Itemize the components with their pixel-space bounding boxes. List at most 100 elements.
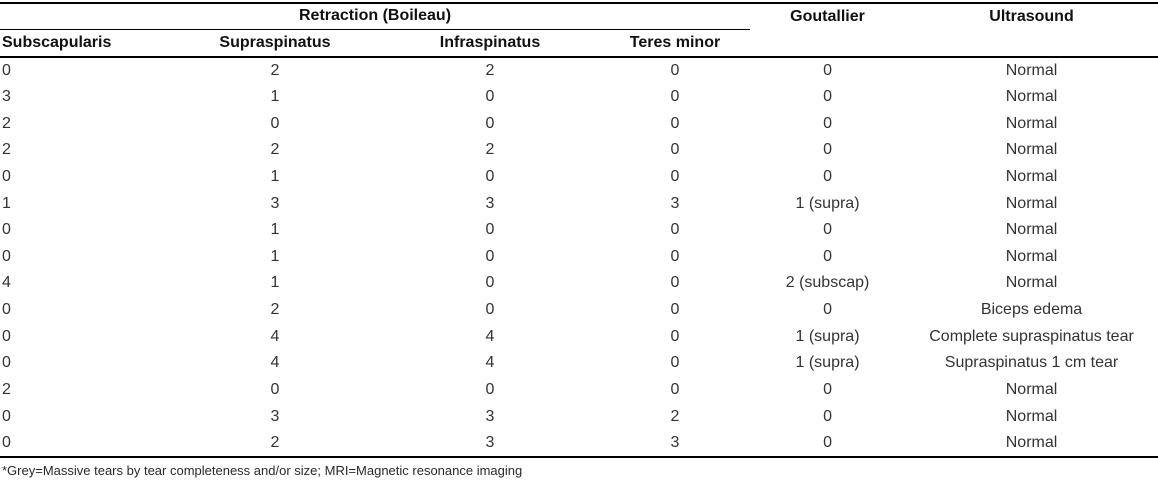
cell-subscapularis: 0 bbox=[2, 61, 11, 79]
cell-ultrasound: Normal bbox=[1005, 407, 1058, 425]
table-row: 1 3 3 3 1 (supra) Normal bbox=[0, 190, 1158, 217]
cell-teres-minor: 0 bbox=[670, 247, 680, 265]
table-row: 0 2 2 0 0 Normal bbox=[0, 57, 1158, 84]
cell-goutallier: 1 (supra) bbox=[795, 327, 860, 345]
cell-teres-minor: 0 bbox=[670, 381, 680, 398]
table-row: 0 3 3 2 0 Normal bbox=[0, 403, 1158, 430]
col-header-subscapularis: Subscapularis bbox=[0, 29, 170, 58]
table-body: 0 2 2 0 0 Normal 3 1 0 0 0 Normal 2 0 0 … bbox=[0, 57, 1158, 458]
cell-subscapularis: 3 bbox=[2, 87, 11, 105]
col-header-empty-ultrasound bbox=[905, 29, 1158, 58]
col-header-infraspinatus: Infraspinatus bbox=[380, 29, 600, 58]
cell-supraspinatus: 3 bbox=[270, 194, 280, 212]
cell-subscapularis: 0 bbox=[2, 221, 11, 239]
cell-supraspinatus: 2 bbox=[270, 61, 280, 79]
cell-subscapularis: 4 bbox=[2, 274, 11, 292]
cell-goutallier: 0 bbox=[823, 301, 832, 319]
cell-infraspinatus: 3 bbox=[485, 407, 495, 425]
cell-infraspinatus: 2 bbox=[485, 141, 495, 159]
cell-goutallier: 0 bbox=[823, 87, 832, 105]
table-row: 2 0 0 0 0 Normal bbox=[0, 377, 1158, 404]
cell-supraspinatus: 3 bbox=[270, 407, 280, 425]
cell-infraspinatus: 0 bbox=[485, 221, 495, 239]
cell-supraspinatus: 2 bbox=[270, 301, 280, 319]
cell-goutallier: 0 bbox=[823, 61, 832, 79]
cell-ultrasound: Normal bbox=[1005, 221, 1058, 239]
col-header-goutallier: Goutallier bbox=[790, 7, 865, 25]
col-header-ultrasound: Ultrasound bbox=[989, 7, 1074, 25]
cell-ultrasound: Normal bbox=[1005, 274, 1058, 292]
cell-subscapularis: 0 bbox=[2, 354, 11, 372]
spanner-header-row: Retraction (Boileau) Goutallier Ultrasou… bbox=[0, 3, 1158, 30]
cell-ultrasound: Normal bbox=[1005, 141, 1058, 159]
cell-supraspinatus: 0 bbox=[270, 381, 280, 398]
cell-infraspinatus: 3 bbox=[485, 194, 495, 212]
cell-infraspinatus: 4 bbox=[485, 354, 495, 372]
cell-teres-minor: 0 bbox=[670, 354, 680, 372]
cell-subscapularis: 2 bbox=[2, 381, 11, 398]
cell-teres-minor: 0 bbox=[670, 274, 680, 292]
cell-supraspinatus: 1 bbox=[270, 221, 280, 239]
col-header-supraspinatus: Supraspinatus bbox=[170, 29, 380, 58]
table-row: 2 0 0 0 0 Normal bbox=[0, 110, 1158, 137]
cell-goutallier: 1 (supra) bbox=[795, 194, 860, 212]
cell-teres-minor: 0 bbox=[670, 61, 680, 79]
cell-goutallier: 2 (subscap) bbox=[785, 274, 870, 292]
table-row: 0 4 4 0 1 (supra) Complete supraspinatus… bbox=[0, 323, 1158, 350]
cell-ultrasound: Normal bbox=[1005, 87, 1058, 105]
cell-infraspinatus: 0 bbox=[485, 301, 495, 319]
cell-subscapularis: 0 bbox=[2, 167, 11, 185]
cell-ultrasound: Normal bbox=[905, 429, 1158, 458]
cell-goutallier: 0 bbox=[823, 141, 832, 159]
cell-supraspinatus: 2 bbox=[270, 141, 280, 159]
cell-goutallier: 0 bbox=[750, 429, 906, 458]
cell-ultrasound: Normal bbox=[1005, 194, 1058, 212]
table-row: 3 1 0 0 0 Normal bbox=[0, 84, 1158, 111]
cell-ultrasound: Normal bbox=[1005, 381, 1058, 398]
cell-supraspinatus: 1 bbox=[270, 247, 280, 265]
cell-infraspinatus: 3 bbox=[380, 429, 600, 458]
cell-infraspinatus: 0 bbox=[485, 114, 495, 132]
table-row: 0 1 0 0 0 Normal bbox=[0, 164, 1158, 191]
cell-ultrasound: Complete supraspinatus tear bbox=[929, 327, 1134, 345]
cell-infraspinatus: 0 bbox=[485, 274, 495, 292]
results-table: Retraction (Boileau) Goutallier Ultrasou… bbox=[0, 2, 1158, 458]
table-row: 0 1 0 0 0 Normal bbox=[0, 243, 1158, 270]
cell-teres-minor: 3 bbox=[670, 194, 680, 212]
cell-supraspinatus: 1 bbox=[270, 87, 280, 105]
cell-subscapularis: 2 bbox=[2, 141, 11, 159]
cell-goutallier: 0 bbox=[823, 114, 832, 132]
table-row: 0 2 3 3 0 Normal bbox=[0, 429, 1158, 458]
table-header: Retraction (Boileau) Goutallier Ultrasou… bbox=[0, 3, 1158, 58]
cell-supraspinatus: 4 bbox=[270, 354, 280, 372]
cell-ultrasound: Normal bbox=[1005, 114, 1058, 132]
cell-ultrasound: Supraspinatus 1 cm tear bbox=[944, 354, 1119, 372]
cell-teres-minor: 0 bbox=[670, 167, 680, 185]
cell-supraspinatus: 4 bbox=[270, 327, 280, 345]
cell-ultrasound: Normal bbox=[1005, 247, 1058, 265]
cell-subscapularis: 0 bbox=[2, 327, 11, 345]
cell-teres-minor: 0 bbox=[670, 221, 680, 239]
col-header-empty-goutallier bbox=[750, 29, 906, 58]
cell-infraspinatus: 4 bbox=[485, 327, 495, 345]
cell-infraspinatus: 0 bbox=[485, 247, 495, 265]
cell-goutallier: 1 (supra) bbox=[795, 354, 860, 372]
col-header-teres-minor: Teres minor bbox=[600, 29, 751, 58]
cell-ultrasound: Normal bbox=[1005, 61, 1058, 79]
cell-subscapularis: 0 bbox=[2, 247, 11, 265]
cell-goutallier: 0 bbox=[823, 221, 832, 239]
cell-infraspinatus: 0 bbox=[485, 167, 495, 185]
table-row: 2 2 2 0 0 Normal bbox=[0, 137, 1158, 164]
cell-goutallier: 0 bbox=[823, 167, 832, 185]
cell-teres-minor: 0 bbox=[670, 141, 680, 159]
cell-subscapularis: 0 bbox=[0, 429, 170, 458]
cell-subscapularis: 0 bbox=[2, 407, 11, 425]
cell-goutallier: 0 bbox=[823, 247, 832, 265]
subheader-row: Subscapularis Supraspinatus Infraspinatu… bbox=[0, 29, 1158, 58]
cell-teres-minor: 0 bbox=[670, 114, 680, 132]
table-row: 0 4 4 0 1 (supra) Supraspinatus 1 cm tea… bbox=[0, 350, 1158, 377]
table-row: 4 1 0 0 2 (subscap) Normal bbox=[0, 270, 1158, 297]
cell-teres-minor: 0 bbox=[670, 301, 680, 319]
cell-subscapularis: 1 bbox=[2, 194, 11, 212]
table-row: 0 1 0 0 0 Normal bbox=[0, 217, 1158, 244]
